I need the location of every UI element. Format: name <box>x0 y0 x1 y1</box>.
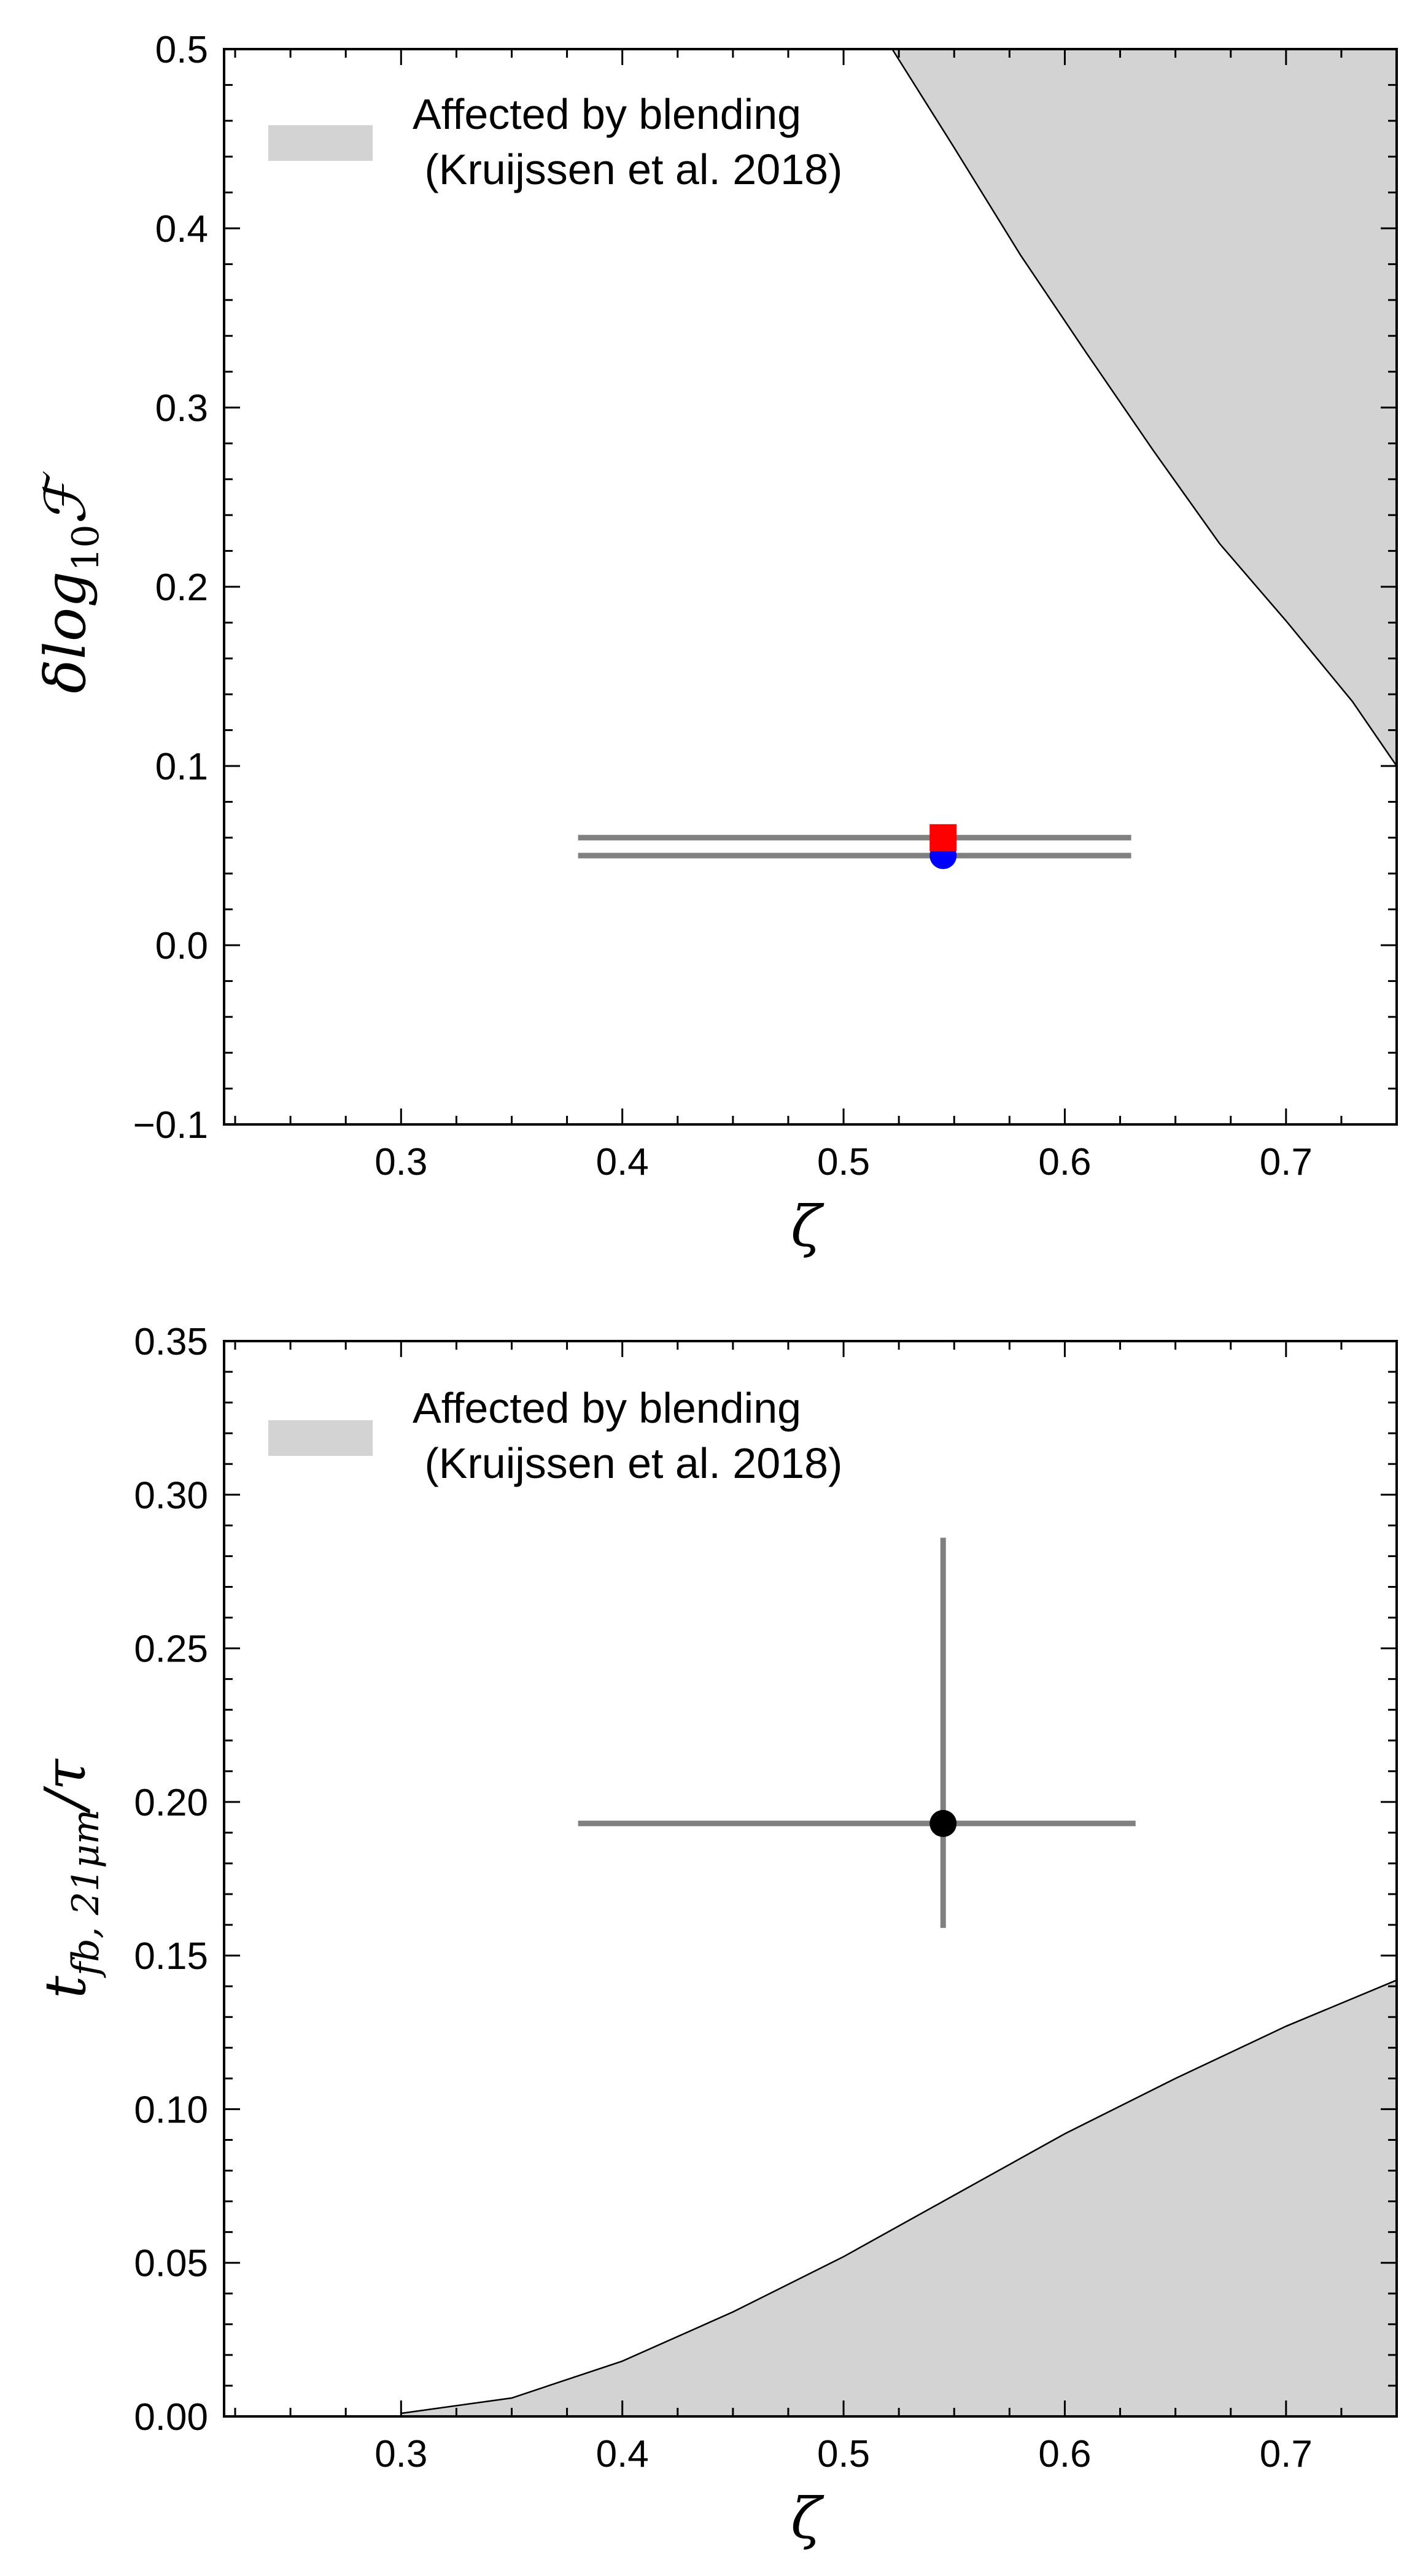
x-tick-label: 0.6 <box>1038 2433 1091 2475</box>
y-tick-label: 0.0 <box>155 925 208 967</box>
top-panel: 0.3 0.4 0.5 0.6 0.7 −0.1 0.0 0.1 0.2 0.3 0.4 0.5 Af… <box>33 29 1398 1259</box>
plot-frame-bottom <box>223 1340 1398 2418</box>
x-axis-label-top: ζ <box>791 1194 824 1259</box>
y-axis-label-top: δlog10ℱ <box>33 471 107 693</box>
y-axis-label-tail: ℱ <box>33 471 98 524</box>
legend-label-line2: (Kruijssen et al. 2018) <box>413 145 842 193</box>
x-tick-label: 0.3 <box>374 2433 427 2475</box>
x-tick-label: 0.5 <box>817 2433 870 2475</box>
x-tick-label: 0.4 <box>596 1141 649 1183</box>
data-point-square <box>929 824 957 851</box>
x-axis-label-bottom: ζ <box>791 2486 824 2551</box>
y-axis-label-base: t <box>33 1975 98 1998</box>
shaded-region-boundary <box>401 1979 1397 2415</box>
y-tick-label: 0.3 <box>155 387 208 430</box>
y-tick-label: 0.05 <box>134 2243 208 2285</box>
x-tick-label: 0.6 <box>1038 1141 1091 1183</box>
shaded-region-boundary <box>891 48 1398 767</box>
legend-label-line1: Affected by blending <box>413 1384 801 1432</box>
x-tick-label: 0.4 <box>596 2433 649 2475</box>
y-tick-label: 0.5 <box>155 29 208 71</box>
y-tick-label: 0.20 <box>134 1782 208 1824</box>
y-tick-label: 0.4 <box>155 208 208 250</box>
y-tick-label: −0.1 <box>133 1104 208 1147</box>
y-tick-label: 0.15 <box>134 1935 208 1978</box>
y-tick-label: 0.30 <box>134 1474 208 1517</box>
y-tick-label: 0.00 <box>134 2396 208 2439</box>
y-axis-label-base: δlog <box>33 571 98 694</box>
shaded-region <box>401 1980 1397 2416</box>
x-tick-label: 0.5 <box>817 1141 870 1183</box>
y-axis-label-tail: /τ <box>33 1758 98 1814</box>
y-tick-label: 0.35 <box>134 1321 208 1363</box>
y-tick-label: 0.1 <box>155 746 208 788</box>
shaded-region <box>892 49 1397 766</box>
y-axis-label-sub: 10 <box>64 524 107 571</box>
legend-label-line1: Affected by blending <box>413 90 801 138</box>
x-tick-label: 0.7 <box>1260 1141 1313 1183</box>
legend-bottom: Affected by blending (Kruijssen et al. 2… <box>268 1384 842 1487</box>
plot-frame-top <box>223 48 1398 1126</box>
x-tick-label: 0.3 <box>374 1141 427 1183</box>
y-tick-label: 0.10 <box>134 2089 208 2131</box>
y-tick-label: 0.2 <box>155 567 208 609</box>
legend-swatch <box>268 1420 373 1456</box>
bottom-panel: 0.3 0.4 0.5 0.6 0.7 0.00 0.05 0.10 0.15 0.20 0.25 0… <box>33 1321 1398 2551</box>
x-tick-label: 0.7 <box>1260 2433 1313 2475</box>
legend-top: Affected by blending (Kruijssen et al. 2… <box>268 90 842 193</box>
y-axis-label-sub: fb, 21μm <box>64 1809 107 1978</box>
y-axis-label-bottom: tfb, 21μm/τ <box>33 1758 107 1998</box>
y-tick-label: 0.25 <box>134 1628 208 1671</box>
data-point-circle <box>929 1809 957 1837</box>
legend-swatch <box>268 125 373 161</box>
legend-label-line2: (Kruijssen et al. 2018) <box>413 1439 842 1487</box>
